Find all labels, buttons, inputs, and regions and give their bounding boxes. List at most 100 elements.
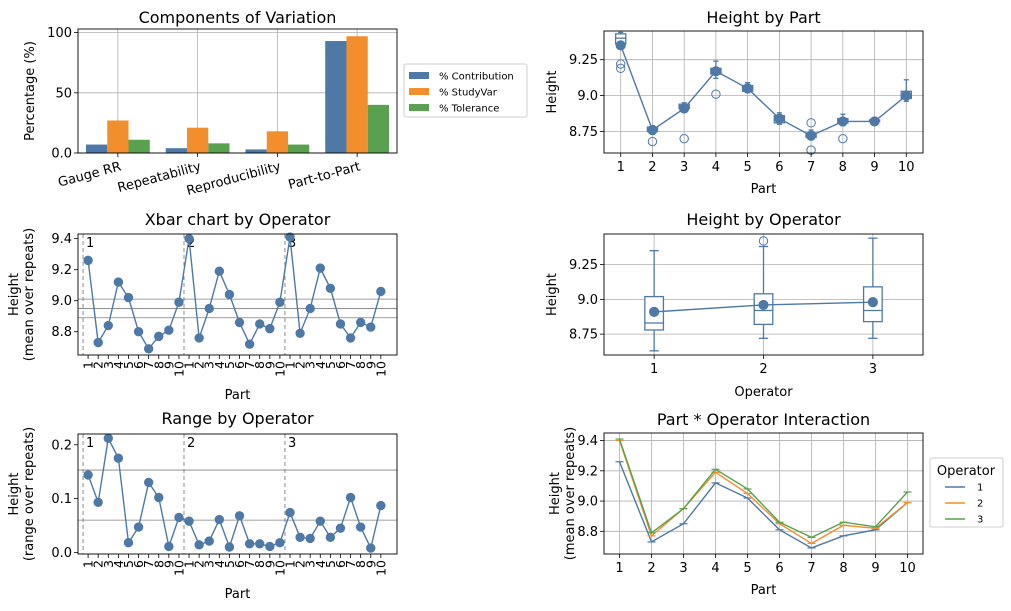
y-tick-label: 9.0 <box>577 89 598 104</box>
x-tick-label: 9 <box>870 160 878 175</box>
chart-title: Height by Part <box>706 8 820 27</box>
data-point <box>174 297 184 307</box>
y-axis-label: Height <box>7 273 22 316</box>
legend-label: % Tolerance <box>439 104 499 115</box>
bar <box>346 36 368 154</box>
mean-point <box>901 90 912 101</box>
y-axis-label-2: (range over repeats) <box>22 427 37 561</box>
data-point <box>345 492 356 503</box>
y-tick-label: 9.2 <box>577 464 598 479</box>
data-point <box>113 277 124 287</box>
x-tick-label: 10 <box>899 561 916 576</box>
mean-point <box>742 83 753 94</box>
data-point <box>204 303 214 314</box>
x-axis-label: Part <box>225 587 251 602</box>
bar <box>367 104 390 153</box>
legend: % Contribution % StudyVar % Tolerance <box>403 63 528 118</box>
data-point <box>315 263 325 273</box>
x-tick-label: 5 <box>323 560 338 568</box>
x-tick-label: 5 <box>121 361 136 369</box>
x-tick-label: 3 <box>303 361 318 369</box>
data-point <box>184 516 194 526</box>
data-point <box>305 303 315 314</box>
data-point <box>83 255 93 266</box>
mean-line <box>620 45 907 137</box>
x-tick-label: 8 <box>151 361 166 369</box>
data-point <box>164 541 174 552</box>
x-tick-label: 2 <box>293 560 308 568</box>
x-tick-label: 8 <box>839 160 847 175</box>
y-tick-label: 9.25 <box>569 53 598 68</box>
y-axis-label: Height <box>7 473 22 516</box>
bar <box>165 148 187 153</box>
x-tick-label: 4 <box>111 361 126 369</box>
x-tick-label: 5 <box>121 560 136 568</box>
x-tick-label: 7 <box>343 361 358 369</box>
legend-swatch <box>409 104 429 111</box>
data-point <box>295 532 305 543</box>
data-point <box>103 433 113 444</box>
x-tick-label: 3 <box>869 362 877 377</box>
x-tick-label: 2 <box>293 361 308 369</box>
group-label: 3 <box>288 436 296 451</box>
x-tick-label: 8 <box>252 560 267 568</box>
x-tick-label: 3 <box>202 560 217 568</box>
bar <box>245 149 267 153</box>
data-point <box>184 233 194 244</box>
y-tick-label: 8.8 <box>51 325 72 340</box>
x-axis-label: Part <box>751 583 777 598</box>
height_by_part-chart: Height by Part 8.75 9.0 9.25 1 2 3 4 5 6 7 8 9 10 Part… <box>545 8 924 197</box>
x-tick-label: 3 <box>101 361 116 369</box>
data-point <box>255 539 265 549</box>
outlier <box>616 63 626 74</box>
data-point <box>194 333 204 343</box>
x-tick-label: 1 <box>182 560 197 568</box>
x-tick-label: 6 <box>232 361 247 369</box>
legend-box <box>403 63 528 118</box>
y-tick-label: 0.0 <box>51 546 72 561</box>
data-point <box>133 327 144 337</box>
y-tick-label: 8.75 <box>569 328 598 343</box>
data-point <box>244 539 255 549</box>
outlier <box>711 89 721 99</box>
data-point <box>123 292 134 303</box>
x-tick-label: 4 <box>313 361 328 369</box>
plot-frame <box>603 432 924 555</box>
mean-point <box>679 103 690 114</box>
data-point <box>234 317 245 328</box>
x-tick-label: 1 <box>81 560 96 568</box>
x-tick-label: 8 <box>151 560 166 568</box>
data-point <box>154 492 164 503</box>
x-tick-label: 4 <box>712 160 720 175</box>
outlier <box>679 133 689 144</box>
legend-title: Operator <box>937 464 996 479</box>
x-tick-label: 2 <box>91 560 106 568</box>
mean-point <box>647 124 658 136</box>
data-point <box>285 507 295 518</box>
group-label: 1 <box>86 236 94 251</box>
x-tick-label: 3 <box>680 160 688 175</box>
data-point <box>164 325 174 335</box>
data-point <box>133 522 144 532</box>
x-tick-label: 6 <box>232 560 247 568</box>
outlier <box>616 59 626 69</box>
data-point <box>103 320 113 331</box>
y-tick-label: 9.0 <box>577 293 598 308</box>
y-axis-label-2: (mean over repeats) <box>22 228 37 361</box>
data-point <box>174 512 184 523</box>
y-axis-label: Height <box>545 71 560 114</box>
y-tick-label: 0.0 <box>51 147 72 162</box>
x-tick-label: 9 <box>262 361 277 369</box>
series-line <box>618 461 908 549</box>
data-point <box>143 344 154 354</box>
x-tick-label: 1 <box>615 561 623 576</box>
data-point <box>305 533 315 544</box>
legend-label: 1 <box>977 483 983 494</box>
data-point <box>285 232 295 242</box>
x-tick-label: 3 <box>679 561 687 576</box>
data-point <box>204 536 214 546</box>
data-point <box>325 283 336 293</box>
data-point <box>265 541 275 552</box>
x-tick-label: 10 <box>171 560 186 576</box>
